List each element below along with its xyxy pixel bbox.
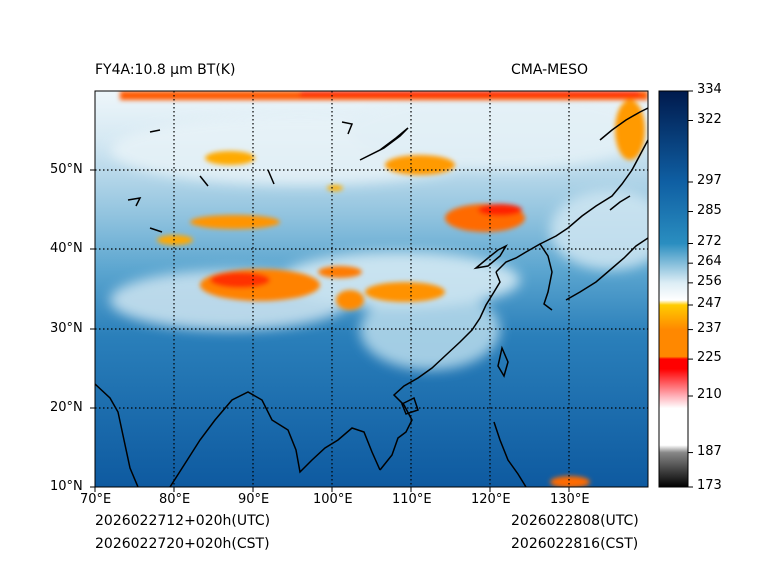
colorbar-tick-label: 264 xyxy=(697,254,722,270)
lat-label-20: 20°N xyxy=(50,400,83,415)
valid-time-cst: 2026022816(CST) xyxy=(511,536,639,552)
lon-label-70: 70°E xyxy=(80,492,112,507)
colorbar-tick-label: 187 xyxy=(697,443,722,459)
colorbar-tick-label: 322 xyxy=(697,111,722,127)
graticule xyxy=(95,91,648,487)
coastlines xyxy=(95,107,648,487)
colorbar-tick-label: 210 xyxy=(697,386,722,402)
init-time-cst: 2026022720+020h(CST) xyxy=(95,536,270,552)
cloud-layer-cold xyxy=(120,91,648,487)
colorbar-tick-label: 256 xyxy=(697,273,722,289)
lon-label-110: 110°E xyxy=(392,492,432,507)
lon-label-80: 80°E xyxy=(159,492,191,507)
lon-label-120: 120°E xyxy=(471,492,511,507)
axis-ticks xyxy=(90,169,570,492)
colorbar-tick-label: 173 xyxy=(697,478,722,493)
colorbar-tick-label: 237 xyxy=(697,320,722,336)
colorbar-tick-label: 297 xyxy=(697,173,722,188)
colorbar-tick-label: 225 xyxy=(697,350,722,366)
map-frame xyxy=(94,90,649,488)
init-time-utc: 2026022712+020h(UTC) xyxy=(95,513,271,529)
lat-label-10: 10°N xyxy=(50,479,83,494)
colorbar-tick-label: 247 xyxy=(697,295,722,311)
colorbar-ramp xyxy=(658,90,689,488)
lon-label-100: 100°E xyxy=(313,492,353,507)
colorbar-tick-label: 272 xyxy=(697,234,722,250)
valid-time-utc: 2026022808(UTC) xyxy=(511,513,639,529)
lon-label-90: 90°E xyxy=(238,492,270,507)
colorbar-tick-label: 285 xyxy=(697,202,722,218)
model-name: CMA-MESO xyxy=(511,62,589,78)
lon-label-130: 130°E xyxy=(550,492,590,507)
product-title: FY4A:10.8 µm BT(K) xyxy=(95,62,236,78)
colorbar xyxy=(658,90,693,488)
lat-label-40: 40°N xyxy=(50,241,83,256)
lat-label-50: 50°N xyxy=(50,162,83,177)
lat-label-30: 30°N xyxy=(50,321,83,336)
colorbar-tick-label: 334 xyxy=(697,82,722,97)
